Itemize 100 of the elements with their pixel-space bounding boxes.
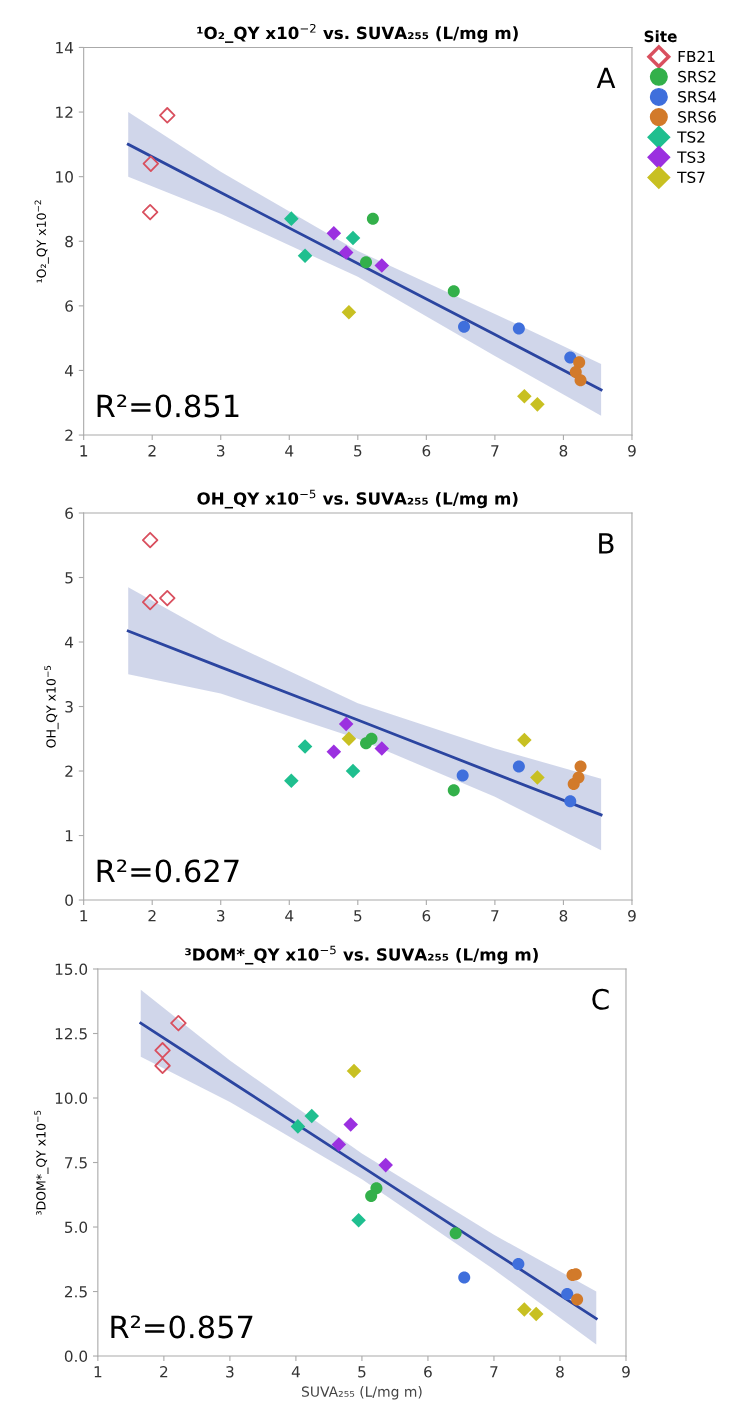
legend-label: TS7 xyxy=(677,171,705,184)
point xyxy=(351,1213,366,1228)
point xyxy=(326,744,342,759)
point xyxy=(517,389,532,404)
x-tick-label: 7 xyxy=(490,1366,498,1378)
line-series xyxy=(126,629,603,817)
annotation: R²=0.857 xyxy=(111,1315,253,1339)
point xyxy=(447,784,460,797)
x-tick-label: 8 xyxy=(556,1366,564,1378)
y-tick-label: 12.5 xyxy=(55,1027,87,1040)
point xyxy=(365,732,378,745)
y-tick-label: 1 xyxy=(65,830,73,842)
point xyxy=(338,245,354,260)
point xyxy=(517,1302,532,1317)
x-tick-label: 2 xyxy=(148,910,156,922)
y-tick-label: 5.0 xyxy=(65,1221,88,1234)
point xyxy=(512,322,525,335)
point xyxy=(142,155,160,172)
point xyxy=(374,741,390,756)
point xyxy=(571,1293,584,1306)
x-tick-label: 4 xyxy=(285,910,294,922)
y-tick-label: 4 xyxy=(64,365,74,377)
y-axis-title: OH_QY x10$^{−5}$ xyxy=(44,665,59,748)
x-tick-label: 6 xyxy=(422,910,431,922)
x-tick-label: 8 xyxy=(559,910,568,922)
point xyxy=(528,1306,544,1322)
legend-title: Site xyxy=(644,30,677,43)
point xyxy=(345,763,361,779)
point xyxy=(564,795,577,808)
point xyxy=(290,1119,306,1134)
point xyxy=(458,320,471,333)
y-tick-label: 0 xyxy=(65,894,73,907)
point xyxy=(346,1063,362,1079)
x-tick-label: 3 xyxy=(217,445,225,457)
point xyxy=(530,770,545,785)
point xyxy=(341,305,357,320)
point xyxy=(561,1288,574,1301)
x-tick-label: 3 xyxy=(217,910,225,922)
point xyxy=(284,211,299,226)
point xyxy=(456,769,469,782)
x-tick-label: 8 xyxy=(559,445,568,457)
point xyxy=(159,589,176,607)
y-tick-label: 15.0 xyxy=(55,963,88,976)
y-axis-title: ¹O₂_QY x10$^{−2}$ xyxy=(34,200,49,283)
y-tick-label: 3 xyxy=(65,700,73,713)
point xyxy=(365,1190,378,1203)
y-tick-label: 14 xyxy=(56,42,74,54)
annotation: A xyxy=(596,67,616,88)
chart-title: OH_QY x10$^{−5}$ vs. SUVA₂₅₅ (L/mg m) xyxy=(197,489,518,509)
x-tick-label: 3 xyxy=(226,1366,234,1378)
point xyxy=(341,731,357,747)
annotation: R²=0.851 xyxy=(97,394,239,418)
x-tick-label: 4 xyxy=(291,1366,300,1378)
x-tick-label: 5 xyxy=(354,910,362,922)
x-tick-label: 1 xyxy=(94,1366,102,1378)
x-tick-label: 9 xyxy=(622,1366,630,1378)
y-tick-label: 2 xyxy=(65,765,73,777)
legend-label: SRS2 xyxy=(678,70,716,83)
point xyxy=(512,1257,525,1270)
x-axis-title: SUVA₂₅₅ (L/mg m) xyxy=(301,1386,422,1400)
point xyxy=(297,248,313,264)
point xyxy=(345,230,361,246)
line-series xyxy=(126,142,603,392)
point xyxy=(170,1014,187,1032)
point xyxy=(374,258,390,273)
y-tick-label: 2.5 xyxy=(64,1285,87,1298)
x-tick-label: 2 xyxy=(160,1366,168,1378)
annotation: B xyxy=(599,533,614,554)
annotation: R²=0.627 xyxy=(97,859,239,883)
point xyxy=(141,531,159,549)
point xyxy=(338,716,354,732)
x-tick-label: 6 xyxy=(424,1366,432,1378)
point xyxy=(360,256,373,269)
y-tick-label: 12 xyxy=(56,106,73,118)
point xyxy=(449,1227,462,1240)
y-tick-label: 10.0 xyxy=(55,1092,88,1105)
legend-label: SRS6 xyxy=(678,111,716,123)
point xyxy=(284,773,299,788)
x-tick-label: 6 xyxy=(422,445,431,457)
y-tick-label: 0.0 xyxy=(64,1350,88,1363)
point xyxy=(154,1057,171,1074)
annotation: C xyxy=(592,988,609,1010)
legend-label: FB21 xyxy=(678,50,715,63)
y-tick-label: 6 xyxy=(65,300,73,312)
x-tick-label: 9 xyxy=(628,910,636,922)
point xyxy=(574,374,587,387)
x-tick-label: 7 xyxy=(491,445,499,457)
x-tick-label: 4 xyxy=(285,445,294,457)
point xyxy=(297,739,313,754)
point xyxy=(154,1042,171,1059)
y-tick-label: 5 xyxy=(65,572,73,584)
x-tick-label: 9 xyxy=(628,445,636,457)
point xyxy=(141,203,159,221)
point xyxy=(447,285,460,298)
y-tick-label: 10 xyxy=(56,171,73,183)
y-axis-title: ³DOM*_QY x10$^{−5}$ xyxy=(34,1110,49,1215)
y-tick-label: 6 xyxy=(65,507,73,520)
point xyxy=(378,1157,393,1173)
point xyxy=(159,107,176,124)
x-tick-label: 5 xyxy=(354,445,362,457)
